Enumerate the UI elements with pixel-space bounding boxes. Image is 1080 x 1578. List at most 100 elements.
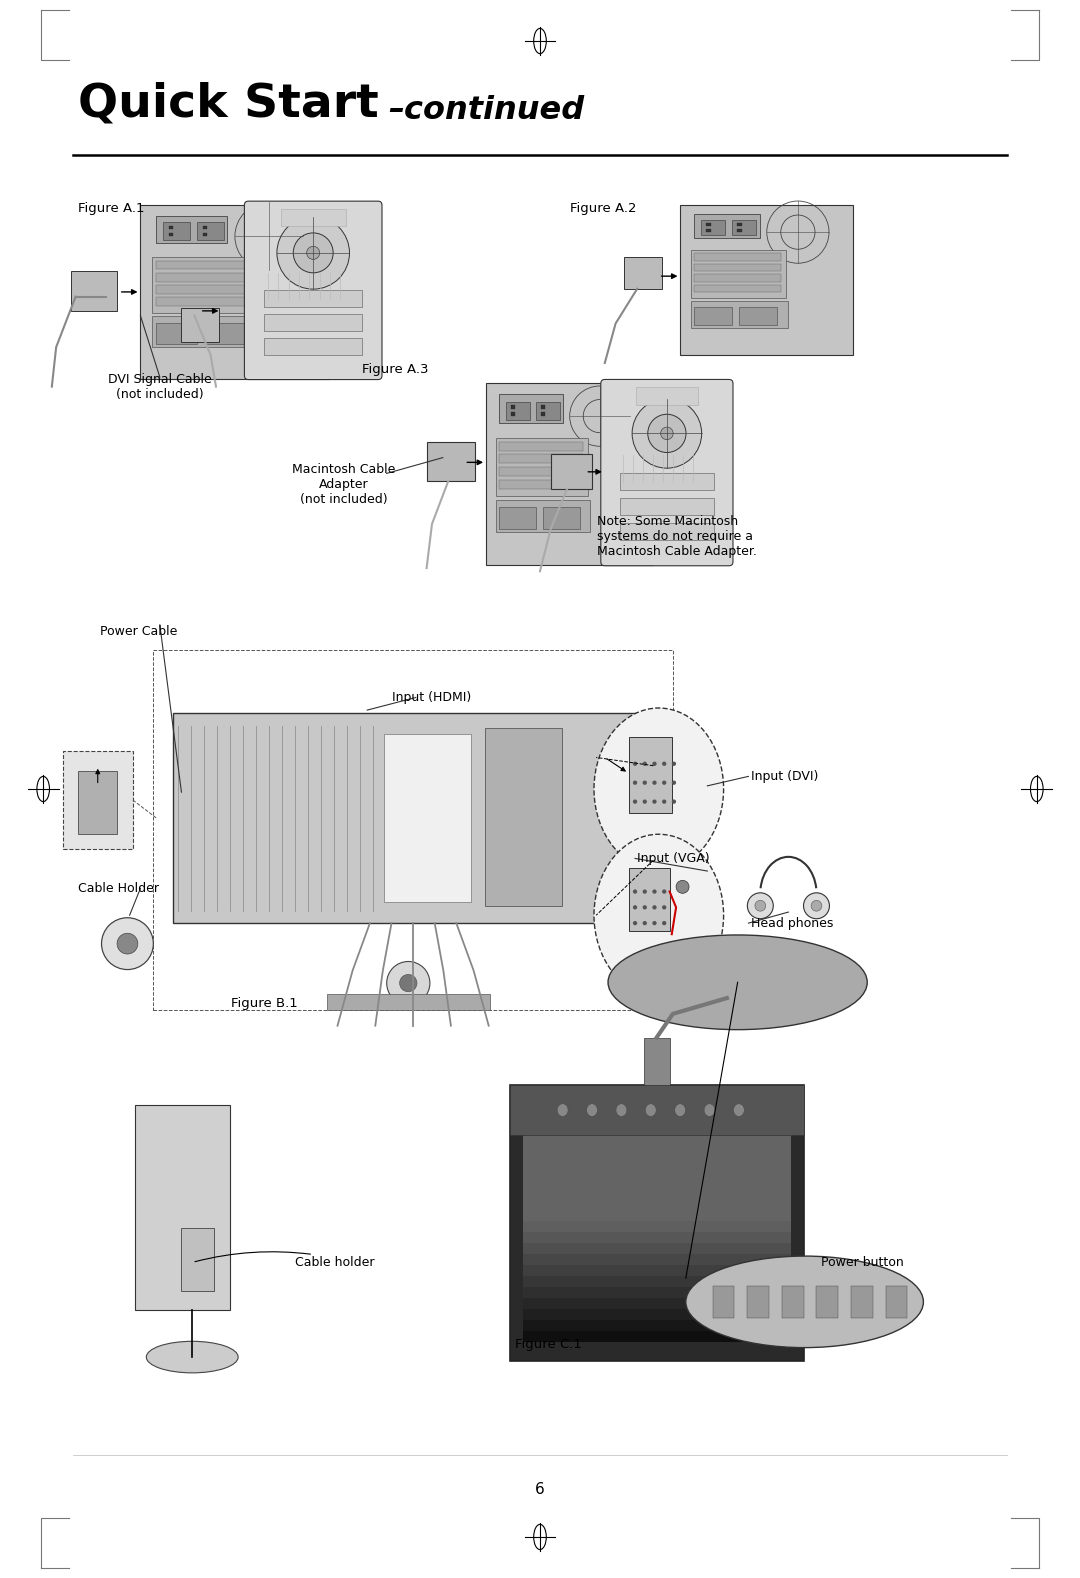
Bar [691,301,787,328]
Circle shape [652,800,657,803]
Bar [203,234,207,237]
Circle shape [662,762,666,765]
Bar [738,229,742,232]
Bar [173,713,653,923]
Circle shape [633,890,637,893]
Bar [691,251,786,298]
Bar [694,215,760,238]
Ellipse shape [733,1105,744,1117]
Bar [523,1288,791,1297]
Circle shape [633,781,637,784]
Bar [496,500,590,532]
Ellipse shape [616,1105,626,1117]
Circle shape [643,781,647,784]
Bar [644,1038,670,1086]
Circle shape [672,762,676,765]
Circle shape [662,906,666,909]
Bar [620,522,714,540]
Text: DVI Signal Cable
(not included): DVI Signal Cable (not included) [108,372,212,401]
Bar [694,275,781,281]
Bar [156,323,198,344]
Bar [507,402,529,420]
Bar [63,751,133,849]
Circle shape [662,800,666,803]
Ellipse shape [586,1105,597,1117]
Circle shape [652,890,657,893]
Bar [543,507,580,529]
Bar [163,222,190,240]
Text: Macintosh Cable
Adapter
(not included): Macintosh Cable Adapter (not included) [292,462,395,507]
Bar [181,308,219,342]
Bar [541,406,545,409]
Bar [747,1286,769,1318]
Ellipse shape [594,835,724,996]
Bar [511,406,515,409]
Bar [732,221,756,235]
Circle shape [662,890,666,893]
Bar [523,1177,791,1188]
Circle shape [117,933,138,955]
Bar [384,734,471,903]
Bar [523,1253,791,1266]
Text: Cable holder: Cable holder [295,1256,375,1269]
Bar [851,1286,873,1318]
Circle shape [643,922,647,925]
Text: Input (VGA): Input (VGA) [637,852,710,865]
Bar [739,308,778,325]
Bar [151,257,256,312]
Bar [523,1319,791,1332]
Bar [694,308,732,325]
Bar [264,338,363,355]
Bar [694,264,781,271]
Circle shape [643,800,647,803]
Bar [701,221,726,235]
Circle shape [633,922,637,925]
Bar [156,273,251,281]
Bar [499,467,583,477]
Text: Figure A.3: Figure A.3 [362,363,429,376]
Bar [537,402,559,420]
Bar [71,271,117,311]
Bar [680,205,853,355]
Circle shape [633,906,637,909]
Bar [782,1286,804,1318]
Ellipse shape [594,709,724,869]
Bar [523,1188,791,1199]
Bar [523,1231,791,1243]
Circle shape [652,781,657,784]
Circle shape [307,246,320,259]
Circle shape [643,906,647,909]
Bar [620,473,714,491]
FancyBboxPatch shape [600,379,733,567]
Bar [523,1133,791,1142]
Bar [629,737,672,813]
Text: Figure A.1: Figure A.1 [78,202,145,215]
Bar [523,1275,791,1288]
Circle shape [672,800,676,803]
Bar [264,290,363,308]
Circle shape [276,216,350,289]
Circle shape [632,399,702,469]
Bar [326,994,490,1010]
Text: Head phones: Head phones [751,917,833,929]
FancyBboxPatch shape [244,200,382,380]
Bar [551,454,592,489]
Bar [485,727,562,906]
Bar [135,1105,230,1310]
Ellipse shape [686,1256,923,1348]
Circle shape [633,800,637,803]
Text: 6: 6 [535,1482,545,1498]
Bar [523,1297,791,1310]
Bar [78,770,118,835]
Bar [205,323,246,344]
Bar [523,1210,791,1221]
Ellipse shape [704,1105,715,1117]
Bar [181,1228,214,1291]
Bar [499,442,583,451]
Circle shape [662,922,666,925]
Bar [140,205,329,379]
Bar [156,286,251,294]
Bar [541,412,545,417]
Text: Input (HDMI): Input (HDMI) [392,691,472,704]
Text: Cable Holder: Cable Holder [78,882,159,895]
